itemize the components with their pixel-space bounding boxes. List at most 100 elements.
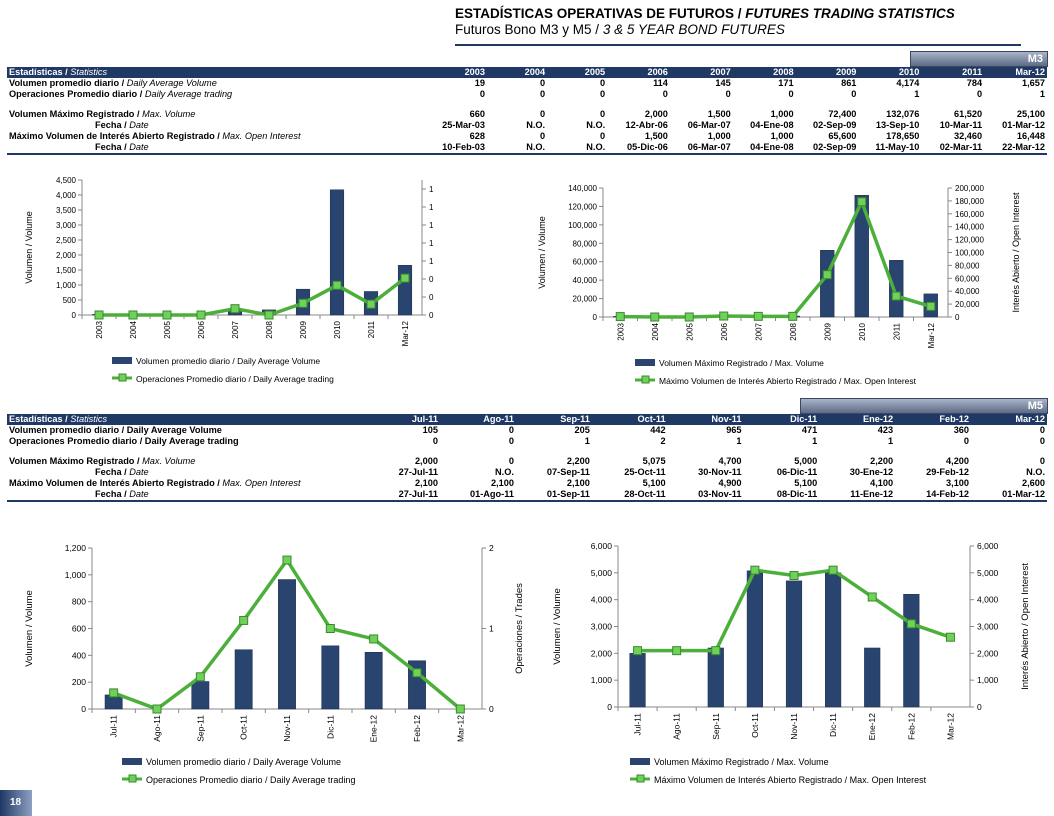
line-point [298, 298, 308, 308]
table-cell: N.O. [495, 467, 514, 477]
x-tick-label: 2008 [265, 320, 274, 338]
table-cell: 4,100 [870, 478, 894, 488]
page-number: 18 [10, 797, 22, 808]
table-cell: 02-Sep-09 [795, 142, 859, 155]
y-tick-label: 0 [81, 704, 86, 714]
table-cell: 1 [914, 89, 920, 99]
table-cell: 0 [976, 89, 983, 99]
y-tick-label: 500 [63, 296, 77, 305]
table-cell: 171 [778, 78, 794, 88]
line-point [828, 565, 838, 575]
table-cell: 5,000 [794, 456, 818, 466]
x-tick-label: Mar-12 [927, 322, 936, 348]
line-series [99, 276, 407, 317]
table-cell: 08-Dic-11 [743, 489, 820, 502]
y-tick-label: 4,000 [56, 191, 77, 200]
line-point [455, 704, 465, 714]
legend-line-label: Operaciones Promedio diario / Daily Aver… [136, 374, 334, 384]
table-cell: 861 [841, 78, 857, 88]
table-header-row: Estadísticas / Statistics 2003 2004 2005 200… [7, 67, 1047, 78]
header-rule [455, 44, 1021, 46]
table-cell: 628 [469, 131, 486, 141]
table-cell: 25,100 [1016, 109, 1045, 119]
table-cell: 4,174 [896, 78, 920, 88]
table-cell: 1,500 [644, 131, 668, 141]
table-cell: 25-Oct-11 [624, 467, 666, 477]
table-cell: 05-Dic-06 [607, 142, 670, 155]
row-label: Máximo Volumen de Interés Abierto Regist… [9, 131, 301, 141]
column-header: Sep-11 [515, 414, 592, 425]
table-cell: 5,100 [794, 478, 818, 488]
line-point [325, 624, 335, 633]
y2-tick-label: 1 [429, 185, 434, 194]
bar [329, 189, 345, 316]
y2-tick-label: 2,000 [977, 648, 999, 658]
line-point [650, 312, 660, 322]
table-cell: 2,100 [414, 478, 438, 488]
table-cell: 1,000 [770, 109, 794, 119]
line-point [906, 619, 916, 629]
x-tick-label: 2009 [823, 322, 832, 340]
table-cell: 2,000 [414, 456, 438, 466]
y-axis-title: Volumen / Volume [552, 588, 563, 665]
legend-bar-label: Volumen Máximo Registrado / Max. Volume [659, 358, 824, 368]
x-tick-label: 2009 [299, 320, 308, 338]
y-tick-label: 40,000 [573, 276, 598, 285]
x-tick-label: 2011 [892, 322, 901, 340]
y-tick-label: 4,000 [591, 595, 613, 605]
table-cell: 04-Ene-08 [732, 142, 796, 155]
table-cell: 1 [584, 436, 590, 446]
y-tick-label: 1,000 [591, 675, 613, 685]
x-tick-label: 2004 [651, 322, 660, 340]
line-point [891, 291, 901, 301]
x-tick-label: 2010 [333, 320, 342, 338]
y2-tick-label: 1 [429, 257, 434, 266]
line-point [264, 310, 274, 320]
y2-tick-label: 5,000 [977, 568, 999, 578]
table-cell: 02-Sep-09 [813, 120, 857, 130]
y-tick-label: 1,500 [56, 266, 77, 275]
table-cell: 0 [662, 89, 668, 99]
line-point [239, 615, 249, 625]
bar [864, 647, 881, 708]
line-point [94, 310, 104, 320]
line-point [822, 270, 832, 280]
m5-tag: M5 [800, 398, 1048, 414]
table-cell: 114 [653, 78, 668, 88]
table-cell: 02-Mar-11 [921, 142, 985, 155]
x-tick-label: Mar-12 [945, 713, 955, 740]
line-point [366, 299, 376, 309]
table-cell: 03-Nov-11 [667, 489, 744, 502]
table-cell: 10-Feb-03 [424, 142, 488, 155]
y2-tick-label: 6,000 [977, 541, 999, 551]
bar [785, 580, 803, 708]
x-tick-label: Mar-12 [401, 320, 410, 346]
title-en: FUTURES TRADING STATISTICS [745, 6, 955, 21]
line-point [369, 634, 379, 644]
x-tick-label: 2003 [616, 322, 625, 340]
table-cell: 12-Abr-06 [625, 120, 668, 130]
line-point [857, 197, 867, 207]
table-cell: 28-Oct-11 [591, 489, 668, 502]
table-cell: 0 [851, 89, 857, 99]
y-tick-label: 800 [72, 597, 86, 607]
table-cell: 145 [715, 78, 731, 88]
line-point [615, 312, 625, 322]
row-label: Volumen promedio diario / Daily Average … [9, 425, 222, 435]
x-tick-label: Ene-12 [867, 713, 877, 741]
y-axis-title: Volumen / Volume [537, 216, 547, 289]
table-row: Volumen Máximo Registrado / Max. Volume 6… [7, 109, 1047, 120]
table-cell: 30-Nov-11 [698, 467, 742, 477]
table-cell: 01-Ago-11 [439, 489, 516, 502]
table-cell: 25-Mar-03 [442, 120, 486, 130]
legend-line-label: Máximo Volumen de Interés Abierto Regist… [659, 376, 917, 386]
m5-statistics-table: Estadísticas / Statistics Jul-11 Ago-11 Sep… [7, 414, 1047, 502]
line-point [400, 273, 410, 283]
line-point [196, 310, 206, 320]
y2-tick-label: 0 [489, 704, 494, 714]
y2-tick-label: 0 [429, 293, 434, 302]
line-series [620, 197, 932, 319]
legend-line-marker [636, 774, 645, 783]
table-cell: 0 [600, 78, 606, 88]
table-header-row: Estadísticas / Statistics Jul-11 Ago-11 Sep… [7, 414, 1047, 425]
